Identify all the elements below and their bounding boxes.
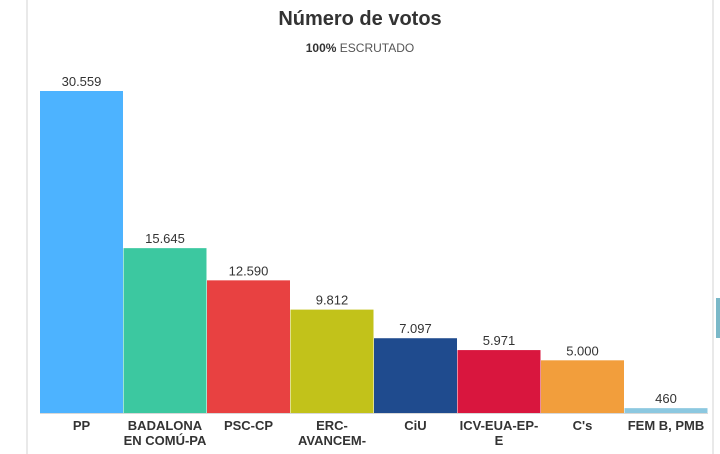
category-label-1: BADALONA EN COMÚ-PA	[124, 418, 207, 448]
subtitle-text: ESCRUTADO	[336, 41, 415, 55]
value-label-3: 9.812	[316, 293, 349, 308]
category-label-4: CiU	[404, 418, 426, 433]
category-label-2: PSC-CP	[224, 418, 273, 433]
bar-2	[207, 280, 290, 413]
value-label-5: 5.971	[483, 333, 516, 348]
value-label-4: 7.097	[399, 321, 432, 336]
bar-1	[123, 248, 207, 413]
value-label-1: 15.645	[145, 231, 185, 246]
bar-5	[457, 350, 541, 413]
left-border	[26, 0, 28, 454]
value-label-0: 30.559	[62, 74, 102, 89]
category-label-0: PP	[73, 418, 91, 433]
category-label-5: ICV-EUA-EP-E	[460, 418, 539, 448]
chart-title: Número de votos	[278, 8, 442, 30]
chart-subtitle: 100% ESCRUTADO	[0, 41, 720, 55]
right-border	[712, 0, 714, 454]
edge-accent	[716, 298, 720, 338]
category-label-7: FEM B, PMB	[628, 418, 705, 433]
bar-6	[541, 360, 624, 413]
value-label-7: 460	[655, 391, 677, 406]
category-label-3: ERC-AVANCEM-	[298, 418, 366, 448]
bar-3	[290, 309, 374, 413]
bar-7	[624, 408, 708, 413]
subtitle-percent: 100%	[305, 41, 337, 55]
bar-4	[374, 338, 457, 413]
bar-0	[40, 91, 123, 413]
value-label-6: 5.000	[566, 343, 599, 358]
category-label-6: C's	[573, 418, 593, 433]
value-label-2: 12.590	[229, 263, 269, 278]
